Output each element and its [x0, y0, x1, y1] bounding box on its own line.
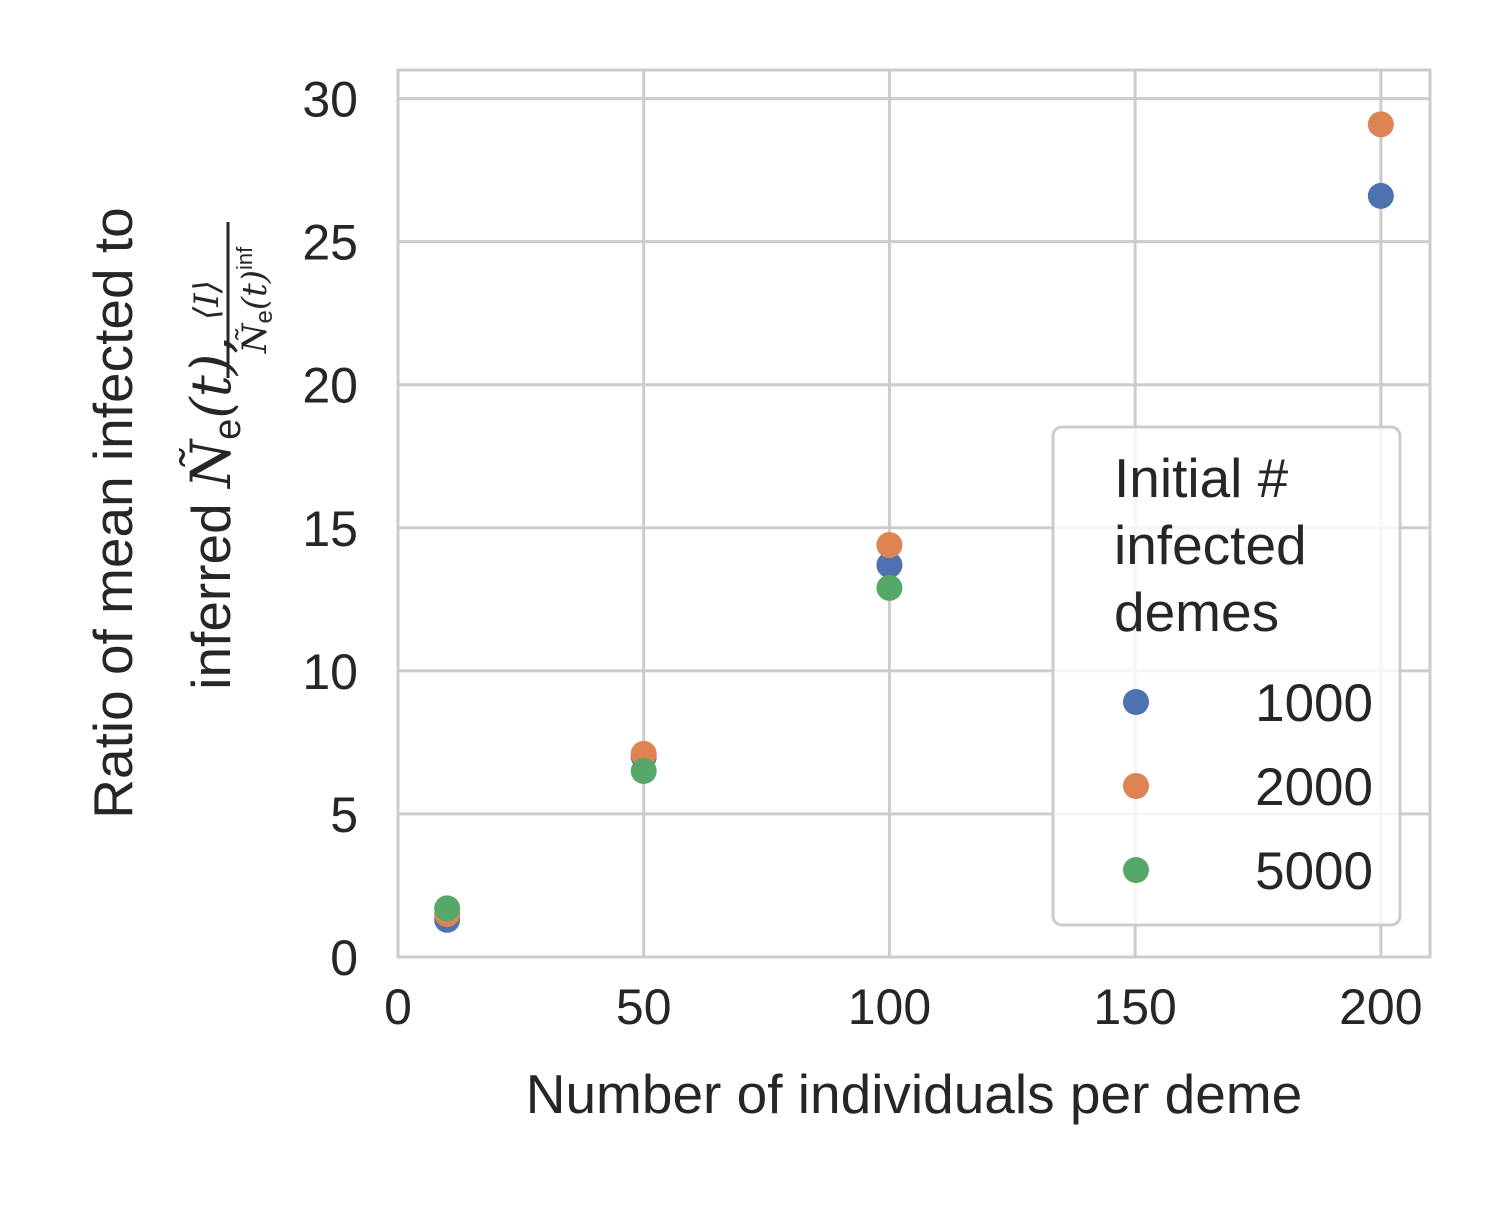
legend-entries: 1000 2000 5000 — [1123, 674, 1373, 901]
x-tick-label: 200 — [1339, 979, 1422, 1035]
y-axis-fraction-den-symbol: Ñ — [234, 322, 275, 354]
data-point — [876, 552, 903, 579]
grid — [396, 70, 1430, 959]
legend-label: 2000 — [1255, 758, 1373, 817]
y-axis-title-second-line: inferred Ñe(t), — [179, 336, 249, 690]
y-tick-label: 30 — [302, 72, 358, 128]
data-point — [1367, 182, 1394, 209]
data-marks — [434, 111, 1394, 933]
y-axis-title-line1: Ratio of mean infected to — [82, 207, 144, 818]
y-axis-title-symbol: Ñ — [179, 438, 243, 490]
y-tick-label: 20 — [302, 358, 358, 414]
data-point — [876, 574, 903, 601]
data-point — [630, 758, 657, 785]
legend-marker — [1123, 773, 1149, 799]
y-axis-title-line2: inferred Ñe(t), — [179, 336, 249, 690]
y-tick-label: 15 — [302, 501, 358, 557]
y-axis-fraction-den-sup: inf — [232, 246, 257, 270]
y-axis-title-fraction: ⟨I⟩ Ñe(t)inf — [187, 222, 278, 378]
legend-title-line-3: demes — [1114, 581, 1279, 643]
x-tick-label: 50 — [616, 979, 672, 1035]
y-axis-title-symbol-sub: e — [207, 419, 249, 440]
y-axis-title: Ratio of mean infected to — [82, 207, 144, 818]
legend-box — [1051, 425, 1402, 927]
y-tick-label: 5 — [330, 787, 358, 843]
legend-title-line-1: Initial # — [1114, 447, 1289, 509]
legend-label: 1000 — [1255, 674, 1373, 733]
x-axis-title: Number of individuals per deme — [526, 1063, 1303, 1125]
data-point — [876, 531, 903, 558]
data-point — [1367, 111, 1394, 138]
y-axis-fraction-den-arg: (t) — [235, 270, 275, 310]
legend-marker — [1123, 689, 1149, 715]
x-tick-label: 0 — [384, 979, 412, 1035]
x-tick-label: 150 — [1093, 979, 1176, 1035]
series-5000 — [434, 574, 903, 922]
y-tick-label: 0 — [330, 930, 358, 986]
y-axis-title-symbol-arg: (t), — [179, 336, 243, 419]
legend-entry: 5000 — [1123, 842, 1373, 901]
y-tick-label: 10 — [302, 644, 358, 700]
legend-entry: 2000 — [1123, 758, 1373, 817]
y-axis-fraction-denominator: Ñe(t)inf — [232, 246, 278, 354]
x-tick-label: 100 — [848, 979, 931, 1035]
y-axis-fraction-den-sub: e — [251, 310, 278, 323]
legend-title: Initial # infected demes — [1114, 447, 1322, 643]
legend-label: 5000 — [1255, 842, 1373, 901]
legend: Initial # infected demes 1000 2000 5000 — [1051, 425, 1402, 927]
legend-marker — [1123, 857, 1149, 883]
legend-title-line-2: infected — [1114, 514, 1307, 576]
y-axis-title-prefix: inferred — [180, 488, 242, 690]
y-axis-fraction-numerator: ⟨I⟩ — [187, 280, 227, 320]
plot-frame — [396, 68, 1432, 959]
legend-entry: 1000 — [1123, 674, 1373, 733]
y-tick-label: 25 — [302, 215, 358, 271]
data-point — [434, 895, 461, 922]
